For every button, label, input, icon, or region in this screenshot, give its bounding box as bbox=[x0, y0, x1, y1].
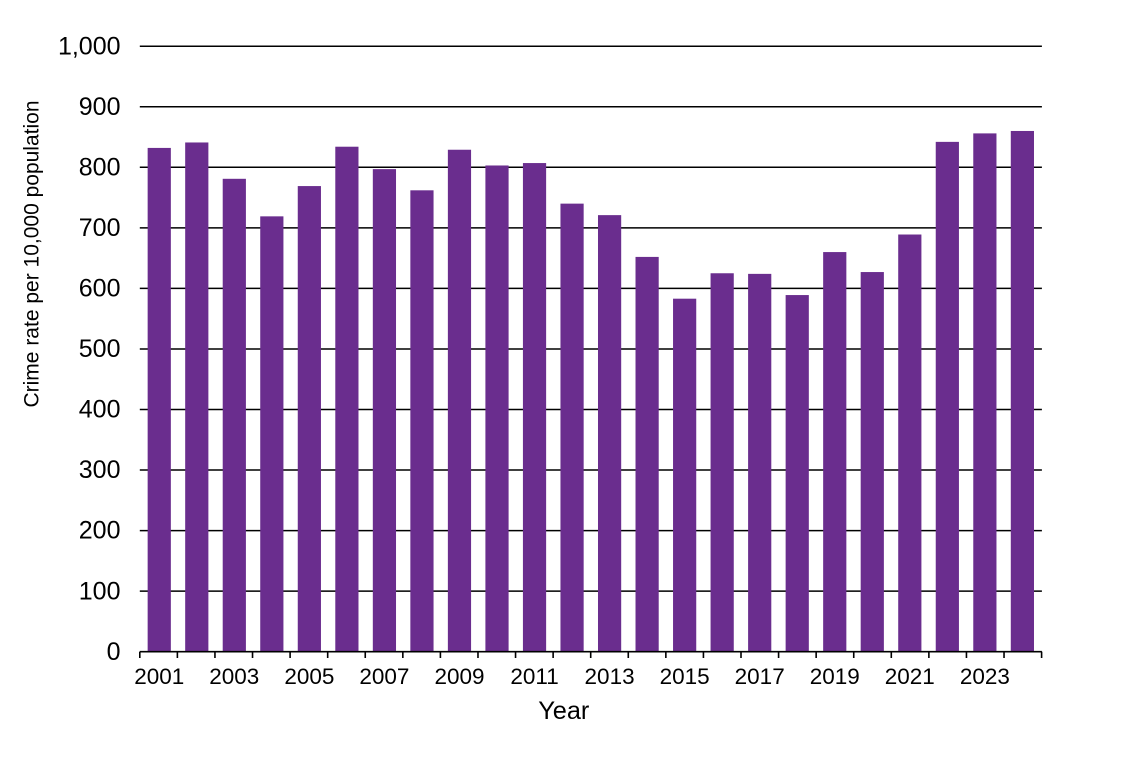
svg-text:2019: 2019 bbox=[810, 664, 860, 689]
svg-text:500: 500 bbox=[79, 335, 121, 363]
svg-text:700: 700 bbox=[79, 214, 121, 242]
svg-text:400: 400 bbox=[79, 396, 121, 424]
svg-text:2017: 2017 bbox=[735, 664, 785, 689]
svg-text:Crime rate per 10,000 populati: Crime rate per 10,000 population bbox=[20, 100, 43, 407]
svg-text:300: 300 bbox=[79, 456, 121, 484]
svg-text:2001: 2001 bbox=[134, 664, 184, 689]
svg-text:2005: 2005 bbox=[284, 664, 334, 689]
svg-text:200: 200 bbox=[79, 517, 121, 545]
svg-text:2003: 2003 bbox=[209, 664, 259, 689]
svg-text:100: 100 bbox=[79, 577, 121, 605]
svg-text:1,000: 1,000 bbox=[58, 32, 121, 60]
svg-text:Year: Year bbox=[538, 697, 589, 725]
svg-text:2009: 2009 bbox=[434, 664, 484, 689]
svg-text:2013: 2013 bbox=[585, 664, 635, 689]
svg-text:0: 0 bbox=[107, 638, 121, 666]
svg-text:800: 800 bbox=[79, 153, 121, 181]
svg-text:2023: 2023 bbox=[960, 664, 1010, 689]
svg-text:900: 900 bbox=[79, 93, 121, 121]
svg-text:2021: 2021 bbox=[885, 664, 935, 689]
svg-text:600: 600 bbox=[79, 275, 121, 303]
svg-text:2011: 2011 bbox=[510, 664, 558, 689]
svg-text:2007: 2007 bbox=[359, 664, 409, 689]
svg-text:2015: 2015 bbox=[660, 664, 710, 689]
